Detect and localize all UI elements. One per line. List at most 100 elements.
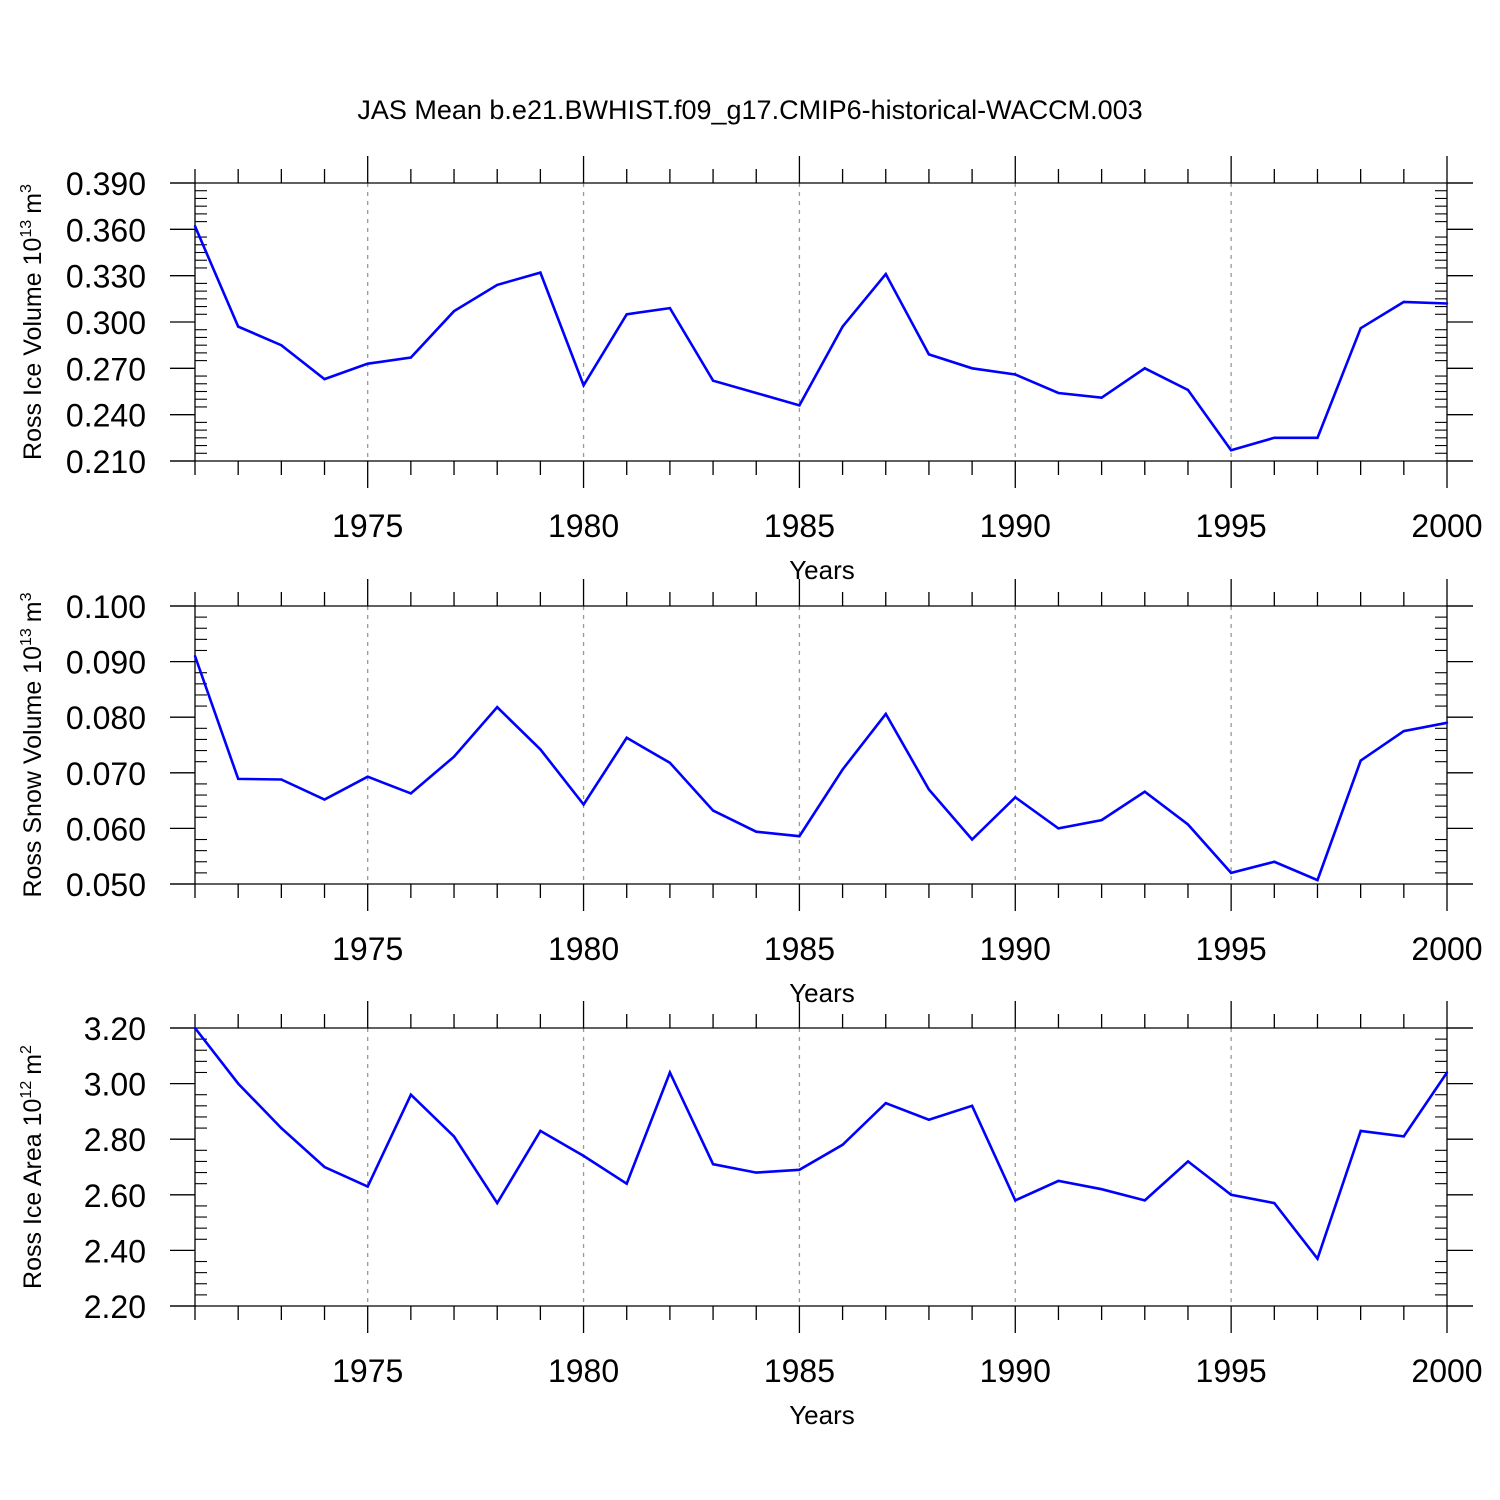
data-point bbox=[1445, 302, 1449, 305]
data-point bbox=[280, 1126, 283, 1130]
data-series-line bbox=[193, 1027, 1449, 1262]
data-point bbox=[193, 1026, 197, 1030]
y-tick-label: 0.390 bbox=[66, 166, 146, 202]
data-point bbox=[496, 705, 499, 709]
data-point bbox=[1014, 796, 1017, 799]
data-point bbox=[193, 225, 197, 228]
data-point bbox=[409, 792, 413, 795]
data-point bbox=[841, 325, 844, 328]
data-point bbox=[884, 712, 887, 716]
data-point bbox=[841, 768, 844, 771]
data-point bbox=[755, 391, 758, 395]
data-point bbox=[1014, 1199, 1017, 1202]
x-tick-label: 1990 bbox=[980, 931, 1051, 967]
data-point bbox=[539, 748, 542, 751]
data-point bbox=[1273, 860, 1276, 863]
data-series-line bbox=[193, 655, 1448, 882]
data-point bbox=[1100, 1188, 1103, 1191]
x-tick-label: 1975 bbox=[332, 508, 403, 544]
y-tick-label: 0.060 bbox=[66, 811, 146, 847]
data-point bbox=[1057, 827, 1060, 830]
data-point bbox=[496, 1201, 499, 1205]
y-tick-label: 0.100 bbox=[66, 589, 146, 625]
data-point bbox=[366, 1185, 369, 1188]
y-tick-label: 0.090 bbox=[66, 645, 146, 681]
data-point bbox=[409, 356, 413, 359]
x-tick-label: 2000 bbox=[1411, 508, 1482, 544]
data-point bbox=[323, 1165, 326, 1169]
x-axis-label: Years bbox=[789, 978, 855, 1008]
data-point bbox=[970, 1104, 974, 1108]
data-point bbox=[409, 1093, 413, 1096]
y-tick-label: 2.60 bbox=[84, 1178, 146, 1214]
data-point bbox=[927, 1118, 931, 1121]
data-point bbox=[1057, 1179, 1060, 1183]
data-point bbox=[798, 404, 801, 407]
y-tick-label: 3.20 bbox=[84, 1011, 146, 1047]
data-point bbox=[1229, 448, 1233, 452]
data-point bbox=[1143, 1199, 1146, 1202]
data-point bbox=[193, 654, 197, 658]
data-point bbox=[496, 283, 499, 287]
data-point bbox=[582, 803, 585, 806]
data-point bbox=[1186, 388, 1190, 392]
data-point bbox=[1229, 1193, 1233, 1197]
data-point bbox=[1445, 721, 1449, 724]
data-point bbox=[1316, 1257, 1319, 1260]
x-tick-label: 1980 bbox=[548, 931, 619, 967]
y-axis-label: Ross Ice Area 1012m2 bbox=[18, 1045, 47, 1289]
x-axis-label: Years bbox=[789, 555, 855, 585]
y-tick-label: 2.20 bbox=[84, 1289, 146, 1325]
y-tick-label: 0.360 bbox=[66, 212, 146, 248]
data-point bbox=[668, 1071, 672, 1074]
data-point bbox=[970, 367, 974, 370]
data-point bbox=[841, 1143, 844, 1146]
data-point bbox=[711, 1163, 715, 1166]
figure-title: JAS Mean b.e21.BWHIST.f09_g17.CMIP6-hist… bbox=[357, 95, 1142, 125]
data-point bbox=[1229, 871, 1233, 875]
data-point bbox=[1014, 373, 1017, 376]
data-point bbox=[1445, 1071, 1449, 1074]
data-point bbox=[884, 272, 887, 276]
x-axis-label: Years bbox=[789, 1400, 855, 1430]
data-point bbox=[1273, 436, 1276, 440]
y-tick-label: 0.210 bbox=[66, 444, 146, 480]
x-tick-label: 2000 bbox=[1411, 931, 1482, 967]
data-point bbox=[452, 755, 456, 758]
data-point bbox=[1143, 367, 1146, 370]
data-point bbox=[927, 788, 931, 791]
data-point bbox=[236, 325, 240, 328]
chart-panel-3: 2.20 2.40 2.60 2.80 3.00 3.20 1975 1980 1985 1990… bbox=[18, 1001, 1483, 1430]
y-tick-label: 0.070 bbox=[66, 756, 146, 792]
y-axis-label: Ross Snow Volume 1013m3 bbox=[18, 592, 47, 897]
data-point bbox=[1402, 300, 1406, 304]
data-point bbox=[236, 777, 240, 781]
data-point bbox=[1057, 391, 1060, 395]
data-point bbox=[1402, 729, 1406, 733]
data-point bbox=[1359, 759, 1362, 762]
y-axis-label: Ross Ice Volume 1013m3 bbox=[18, 184, 47, 460]
x-tick-label: 1985 bbox=[764, 508, 835, 544]
data-point bbox=[1402, 1135, 1406, 1138]
data-point bbox=[1316, 878, 1319, 882]
data-point bbox=[323, 798, 326, 801]
data-point bbox=[280, 343, 283, 347]
data-point bbox=[1100, 818, 1103, 822]
data-point bbox=[798, 1168, 801, 1171]
data-point bbox=[1100, 396, 1103, 399]
y-tick-label: 0.330 bbox=[66, 259, 146, 295]
x-tick-label: 1990 bbox=[980, 508, 1051, 544]
y-tick-label: 2.80 bbox=[84, 1122, 146, 1158]
data-point bbox=[970, 838, 974, 841]
data-point bbox=[539, 271, 542, 274]
data-point bbox=[236, 1082, 240, 1085]
data-point bbox=[927, 353, 931, 356]
data-point bbox=[668, 761, 672, 764]
data-point bbox=[323, 377, 326, 381]
data-point bbox=[711, 809, 715, 812]
y-tick-label: 3.00 bbox=[84, 1067, 146, 1103]
data-point bbox=[1359, 326, 1362, 330]
x-tick-label: 1995 bbox=[1196, 508, 1267, 544]
x-tick-label: 2000 bbox=[1411, 1353, 1482, 1389]
